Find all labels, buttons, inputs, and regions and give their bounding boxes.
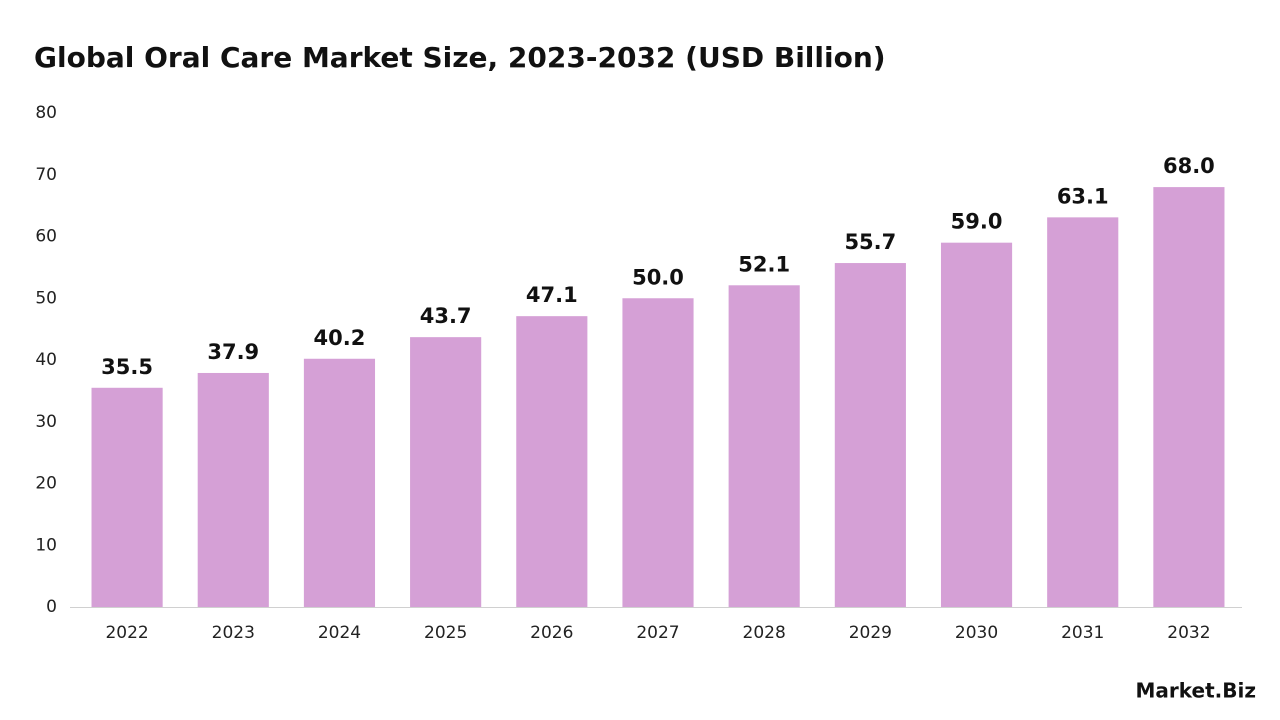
- logo: Market.Biz: [1136, 679, 1257, 703]
- x-tick-label: 2025: [424, 623, 467, 643]
- bar: [834, 263, 906, 607]
- bar: [516, 316, 588, 607]
- y-tick-label: 10: [35, 535, 57, 555]
- y-tick-label: 20: [35, 474, 57, 494]
- x-tick-label: 2028: [743, 623, 786, 643]
- x-tick-label: 2023: [212, 623, 255, 643]
- y-tick-label: 50: [35, 288, 57, 308]
- bar: [622, 298, 694, 607]
- x-tick-label: 2032: [1167, 623, 1210, 643]
- x-tick-label: 2029: [849, 623, 892, 643]
- value-label: 55.7: [844, 230, 896, 254]
- y-tick-label: 30: [35, 412, 57, 432]
- value-label: 40.2: [314, 326, 366, 350]
- bar: [197, 372, 269, 607]
- y-tick-label: 0: [46, 597, 57, 617]
- bar: [1153, 187, 1225, 607]
- bar: [410, 337, 482, 607]
- y-tick-label: 40: [35, 350, 57, 370]
- x-tick-label: 2031: [1061, 623, 1104, 643]
- bar: [91, 387, 163, 607]
- value-label: 50.0: [632, 265, 684, 289]
- y-tick-label: 60: [35, 227, 57, 247]
- y-tick-label: 80: [35, 103, 57, 123]
- value-label: 52.1: [738, 252, 790, 276]
- value-label: 59.0: [951, 210, 1003, 234]
- chart-title: Global Oral Care Market Size, 2023-2032 …: [34, 41, 886, 74]
- bar: [1047, 217, 1119, 608]
- value-label: 47.1: [526, 283, 578, 307]
- bar: [940, 242, 1013, 608]
- y-tick-label: 70: [35, 165, 57, 185]
- value-label: 37.9: [207, 340, 259, 364]
- value-label: 68.0: [1163, 154, 1215, 178]
- value-label: 43.7: [420, 304, 472, 328]
- x-tick-label: 2024: [318, 623, 361, 643]
- x-tick-label: 2030: [955, 623, 998, 643]
- x-tick-label: 2022: [105, 623, 148, 643]
- bar: [303, 358, 376, 607]
- value-label: 63.1: [1057, 184, 1109, 208]
- x-tick-label: 2027: [636, 623, 679, 643]
- x-tick-label: 2026: [530, 623, 573, 643]
- value-label: 35.5: [101, 355, 153, 379]
- bar: [728, 285, 800, 607]
